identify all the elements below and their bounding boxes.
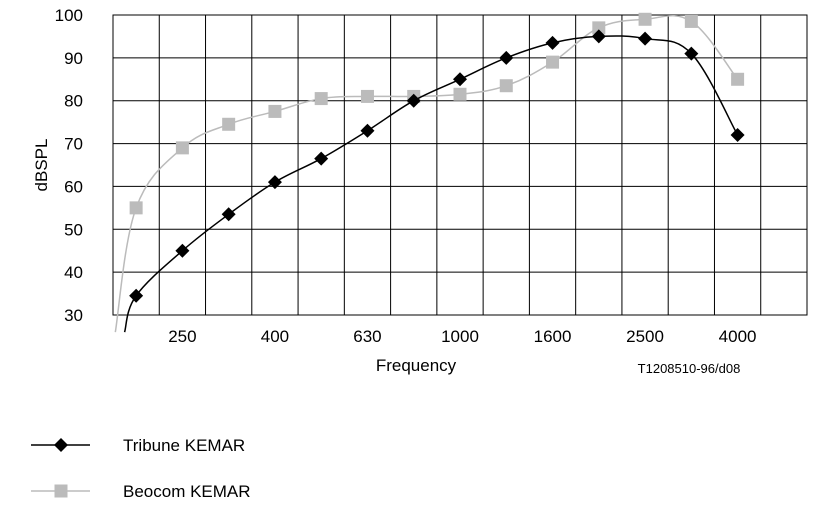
series-group — [114, 12, 745, 333]
y-tick-label: 30 — [64, 306, 83, 325]
legend-label: Beocom KEMAR — [123, 482, 251, 501]
legend-label: Tribune KEMAR — [123, 436, 245, 455]
series-line — [123, 35, 739, 333]
data-point — [129, 201, 143, 215]
data-point — [314, 92, 328, 106]
data-point — [360, 89, 374, 103]
data-point — [499, 50, 514, 65]
data-point — [592, 21, 606, 35]
x-axis-title: Frequency — [376, 356, 457, 375]
y-tick-label: 40 — [64, 263, 83, 282]
data-point — [545, 35, 560, 50]
data-point — [221, 207, 236, 222]
figure-reference: T1208510-96/d08 — [638, 361, 741, 376]
y-tick-label: 50 — [64, 220, 83, 239]
y-tick-label: 90 — [64, 49, 83, 68]
series-square — [114, 12, 745, 333]
data-point — [638, 31, 653, 46]
legend-item: Beocom KEMAR — [31, 482, 251, 501]
y-axis-title: dBSPL — [32, 139, 51, 192]
x-tick-label: 630 — [353, 327, 381, 346]
data-point — [591, 29, 606, 44]
data-point — [175, 243, 190, 258]
grid — [113, 15, 807, 315]
series-diamond — [123, 29, 745, 333]
data-point — [129, 288, 144, 303]
x-tick-label: 2500 — [626, 327, 664, 346]
data-point — [638, 12, 652, 26]
data-point — [546, 55, 560, 69]
y-tick-label: 80 — [64, 92, 83, 111]
data-point — [314, 151, 329, 166]
data-point — [684, 46, 699, 61]
data-point — [453, 72, 467, 87]
y-axis-ticks: 30 40 50 60 70 80 90 100 — [55, 6, 83, 325]
legend-item: Tribune KEMAR — [31, 436, 245, 455]
y-tick-label: 70 — [64, 135, 83, 154]
data-point — [222, 117, 236, 131]
data-point — [453, 87, 467, 101]
data-point — [267, 175, 282, 190]
data-point — [175, 141, 189, 155]
legend: Tribune KEMAR Beocom KEMAR — [31, 436, 251, 501]
y-tick-label: 100 — [55, 6, 83, 25]
x-tick-label: 4000 — [719, 327, 757, 346]
data-point — [406, 93, 421, 108]
x-axis-ticks: 250 400 630 1000 1600 2500 4000 — [168, 327, 756, 346]
x-tick-label: 250 — [168, 327, 196, 346]
x-tick-label: 400 — [261, 327, 289, 346]
x-tick-label: 1000 — [441, 327, 479, 346]
series-line — [114, 14, 739, 333]
data-point — [684, 14, 698, 28]
data-point — [360, 123, 375, 138]
data-point — [731, 72, 745, 86]
data-point — [499, 79, 513, 93]
plot-frame — [112, 14, 808, 316]
legend-marker — [54, 484, 68, 498]
x-tick-label: 1600 — [534, 327, 572, 346]
y-tick-label: 60 — [64, 177, 83, 196]
data-point — [268, 104, 282, 118]
legend-marker — [54, 438, 68, 452]
data-point — [730, 128, 745, 142]
